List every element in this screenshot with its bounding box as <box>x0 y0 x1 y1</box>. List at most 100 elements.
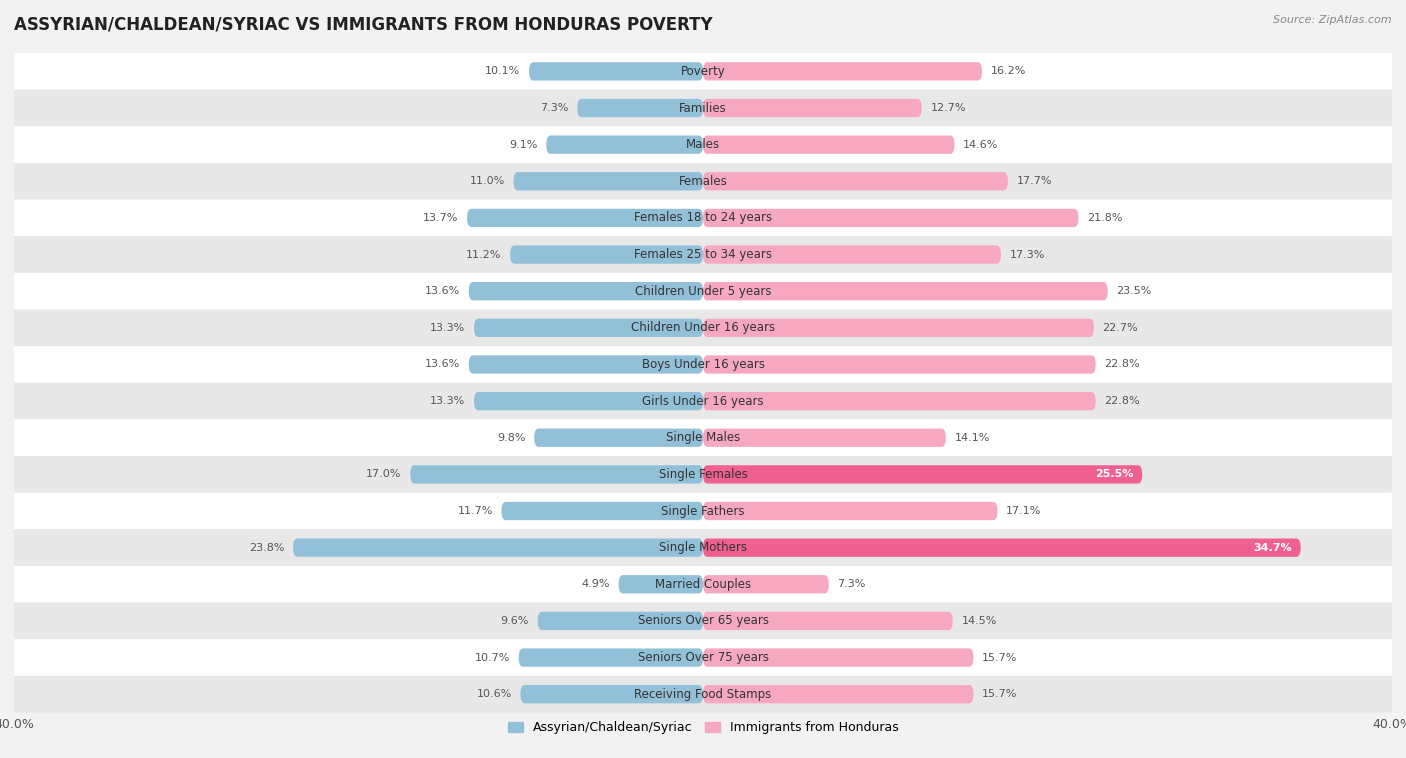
FancyBboxPatch shape <box>703 99 922 117</box>
FancyBboxPatch shape <box>703 612 953 630</box>
Text: 12.7%: 12.7% <box>931 103 966 113</box>
Text: Single Females: Single Females <box>658 468 748 481</box>
Text: 13.3%: 13.3% <box>430 323 465 333</box>
FancyBboxPatch shape <box>14 529 1392 566</box>
Text: 21.8%: 21.8% <box>1087 213 1122 223</box>
Text: 13.7%: 13.7% <box>423 213 458 223</box>
FancyBboxPatch shape <box>703 648 973 667</box>
FancyBboxPatch shape <box>474 318 703 337</box>
FancyBboxPatch shape <box>703 538 1301 557</box>
FancyBboxPatch shape <box>703 246 1001 264</box>
Text: 34.7%: 34.7% <box>1253 543 1292 553</box>
FancyBboxPatch shape <box>703 62 981 80</box>
Text: Females 25 to 34 years: Females 25 to 34 years <box>634 248 772 261</box>
Text: 17.3%: 17.3% <box>1010 249 1045 259</box>
FancyBboxPatch shape <box>703 318 1094 337</box>
Text: 15.7%: 15.7% <box>981 689 1018 699</box>
FancyBboxPatch shape <box>529 62 703 80</box>
FancyBboxPatch shape <box>468 282 703 300</box>
Text: 14.6%: 14.6% <box>963 139 998 149</box>
FancyBboxPatch shape <box>520 685 703 703</box>
Text: 11.2%: 11.2% <box>467 249 502 259</box>
FancyBboxPatch shape <box>703 392 1095 410</box>
FancyBboxPatch shape <box>14 383 1392 419</box>
Text: 17.0%: 17.0% <box>366 469 402 479</box>
Text: 4.9%: 4.9% <box>582 579 610 589</box>
FancyBboxPatch shape <box>14 676 1392 713</box>
FancyBboxPatch shape <box>14 346 1392 383</box>
FancyBboxPatch shape <box>14 493 1392 529</box>
FancyBboxPatch shape <box>703 282 1108 300</box>
Text: Receiving Food Stamps: Receiving Food Stamps <box>634 688 772 700</box>
Text: Girls Under 16 years: Girls Under 16 years <box>643 395 763 408</box>
Text: 14.1%: 14.1% <box>955 433 990 443</box>
FancyBboxPatch shape <box>14 456 1392 493</box>
Text: Females 18 to 24 years: Females 18 to 24 years <box>634 211 772 224</box>
FancyBboxPatch shape <box>14 566 1392 603</box>
Text: Seniors Over 75 years: Seniors Over 75 years <box>637 651 769 664</box>
FancyBboxPatch shape <box>474 392 703 410</box>
FancyBboxPatch shape <box>703 356 1095 374</box>
Text: 9.8%: 9.8% <box>498 433 526 443</box>
FancyBboxPatch shape <box>14 163 1392 199</box>
FancyBboxPatch shape <box>14 419 1392 456</box>
FancyBboxPatch shape <box>703 685 973 703</box>
Text: Single Mothers: Single Mothers <box>659 541 747 554</box>
FancyBboxPatch shape <box>537 612 703 630</box>
Text: 13.3%: 13.3% <box>430 396 465 406</box>
Legend: Assyrian/Chaldean/Syriac, Immigrants from Honduras: Assyrian/Chaldean/Syriac, Immigrants fro… <box>502 716 904 739</box>
Text: 10.1%: 10.1% <box>485 67 520 77</box>
Text: 17.1%: 17.1% <box>1007 506 1042 516</box>
Text: 14.5%: 14.5% <box>962 616 997 626</box>
FancyBboxPatch shape <box>510 246 703 264</box>
Text: Females: Females <box>679 175 727 188</box>
Text: Boys Under 16 years: Boys Under 16 years <box>641 358 765 371</box>
Text: ASSYRIAN/CHALDEAN/SYRIAC VS IMMIGRANTS FROM HONDURAS POVERTY: ASSYRIAN/CHALDEAN/SYRIAC VS IMMIGRANTS F… <box>14 15 713 33</box>
FancyBboxPatch shape <box>703 428 946 447</box>
Text: Males: Males <box>686 138 720 151</box>
FancyBboxPatch shape <box>513 172 703 190</box>
FancyBboxPatch shape <box>619 575 703 594</box>
Text: 25.5%: 25.5% <box>1095 469 1133 479</box>
FancyBboxPatch shape <box>468 356 703 374</box>
Text: 10.7%: 10.7% <box>475 653 510 662</box>
Text: 7.3%: 7.3% <box>540 103 568 113</box>
Text: Children Under 5 years: Children Under 5 years <box>634 285 772 298</box>
Text: Families: Families <box>679 102 727 114</box>
FancyBboxPatch shape <box>534 428 703 447</box>
FancyBboxPatch shape <box>519 648 703 667</box>
Text: Seniors Over 65 years: Seniors Over 65 years <box>637 615 769 628</box>
FancyBboxPatch shape <box>14 199 1392 236</box>
Text: Married Couples: Married Couples <box>655 578 751 590</box>
Text: 13.6%: 13.6% <box>425 287 460 296</box>
FancyBboxPatch shape <box>411 465 703 484</box>
Text: Poverty: Poverty <box>681 65 725 78</box>
FancyBboxPatch shape <box>14 273 1392 309</box>
Text: 9.6%: 9.6% <box>501 616 529 626</box>
Text: 22.8%: 22.8% <box>1104 359 1140 369</box>
Text: 23.5%: 23.5% <box>1116 287 1152 296</box>
Text: 13.6%: 13.6% <box>425 359 460 369</box>
Text: 16.2%: 16.2% <box>991 67 1026 77</box>
FancyBboxPatch shape <box>14 53 1392 89</box>
Text: 17.7%: 17.7% <box>1017 177 1052 186</box>
FancyBboxPatch shape <box>14 639 1392 676</box>
FancyBboxPatch shape <box>14 309 1392 346</box>
Text: 22.8%: 22.8% <box>1104 396 1140 406</box>
FancyBboxPatch shape <box>703 136 955 154</box>
Text: Source: ZipAtlas.com: Source: ZipAtlas.com <box>1274 15 1392 25</box>
FancyBboxPatch shape <box>14 89 1392 127</box>
FancyBboxPatch shape <box>502 502 703 520</box>
FancyBboxPatch shape <box>14 127 1392 163</box>
FancyBboxPatch shape <box>578 99 703 117</box>
FancyBboxPatch shape <box>703 172 1008 190</box>
FancyBboxPatch shape <box>467 208 703 227</box>
Text: 11.7%: 11.7% <box>457 506 494 516</box>
Text: Single Fathers: Single Fathers <box>661 505 745 518</box>
FancyBboxPatch shape <box>14 603 1392 639</box>
Text: 15.7%: 15.7% <box>981 653 1018 662</box>
Text: 23.8%: 23.8% <box>249 543 284 553</box>
Text: 11.0%: 11.0% <box>470 177 505 186</box>
FancyBboxPatch shape <box>703 465 1142 484</box>
FancyBboxPatch shape <box>292 538 703 557</box>
